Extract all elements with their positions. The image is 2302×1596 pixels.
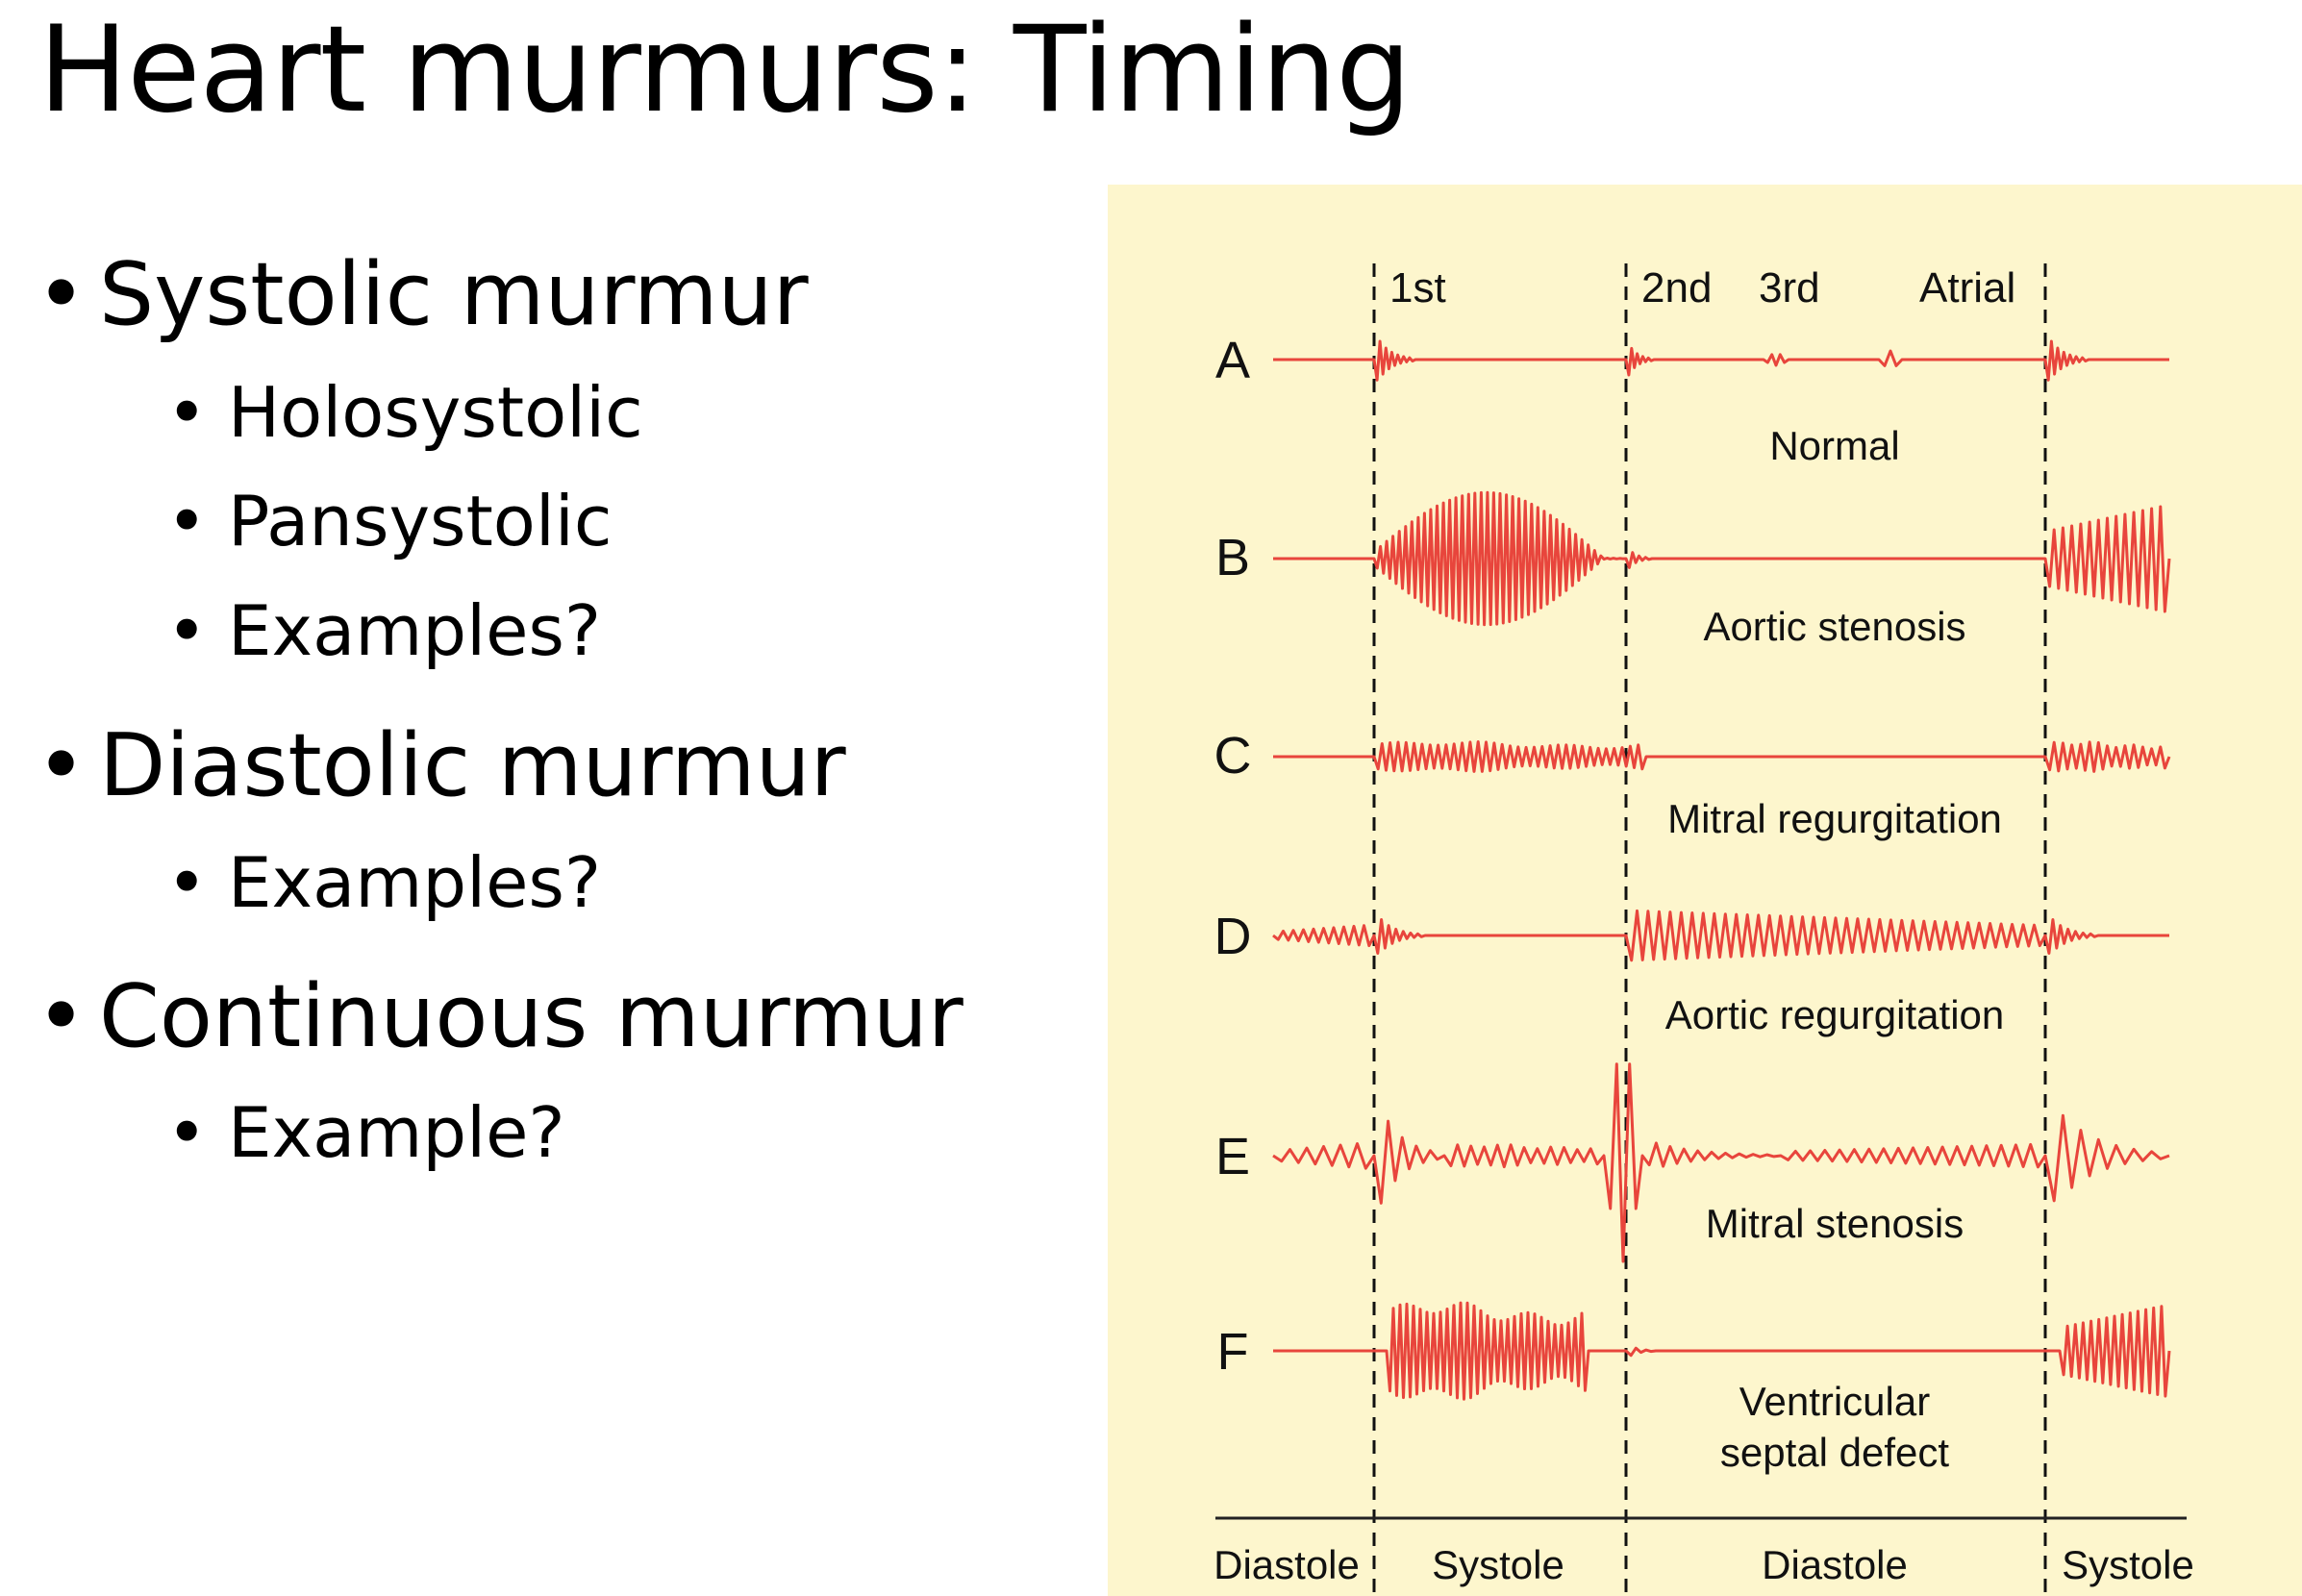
phase-label-diastole-1: Diastole bbox=[1214, 1542, 1360, 1587]
waveform-mitral-stenosis bbox=[1272, 1062, 2170, 1263]
caption-septal-defect: septal defect bbox=[1720, 1430, 1949, 1475]
sound-label-atrial: Atrial bbox=[1919, 264, 2015, 312]
row-letter-a: A bbox=[1215, 332, 1250, 389]
sub-bullet-pansystolic: • Pansystolic bbox=[166, 478, 613, 564]
sub-bullet-example-continuous: • Example? bbox=[166, 1089, 565, 1176]
waveform-ventricular-septal-defect bbox=[1273, 1301, 2171, 1401]
bullet-text: Examples? bbox=[228, 842, 602, 923]
caption-ventricular: Ventricular bbox=[1739, 1379, 1930, 1424]
row-letter-e: E bbox=[1215, 1128, 1250, 1185]
caption-aortic-regurgitation: Aortic regurgitation bbox=[1665, 992, 2005, 1037]
sub-bullet-examples-diastolic: • Examples? bbox=[166, 839, 602, 926]
row-letter-f: F bbox=[1217, 1323, 1249, 1381]
phase-label-systole-1: Systole bbox=[1432, 1542, 1564, 1587]
waveform-normal bbox=[1273, 339, 2169, 382]
phase-label-systole-2: Systole bbox=[2062, 1542, 2194, 1587]
bullet-dot: • bbox=[166, 372, 208, 453]
heart-sound-diagram-panel: 1st 2nd 3rd Atrial A B C D E F Normal Ao… bbox=[1108, 185, 2302, 1596]
bullet-dot: • bbox=[166, 1092, 208, 1173]
waveform-mitral-regurgitation bbox=[1273, 740, 2171, 773]
sound-label-1st: 1st bbox=[1389, 264, 1446, 312]
caption-mitral-stenosis: Mitral stenosis bbox=[1706, 1201, 1964, 1246]
bullet-dot: • bbox=[36, 966, 88, 1067]
row-letter-c: C bbox=[1214, 727, 1252, 785]
bullet-text: Diastolic murmur bbox=[99, 715, 846, 816]
row-letter-b: B bbox=[1215, 529, 1250, 586]
sub-bullet-holosystolic: • Holosystolic bbox=[166, 369, 643, 456]
caption-mitral-regurgitation: Mitral regurgitation bbox=[1667, 796, 2002, 841]
bullet-dot: • bbox=[36, 715, 88, 816]
bullet-continuous-murmur: • Continuous murmur bbox=[36, 964, 963, 1070]
waveform-traces bbox=[1272, 339, 2171, 1401]
timing-guides bbox=[1372, 263, 2047, 1596]
sound-label-2nd: 2nd bbox=[1641, 264, 1712, 312]
bullet-dot: • bbox=[36, 244, 88, 345]
bullet-text: Example? bbox=[228, 1092, 565, 1173]
caption-normal: Normal bbox=[1769, 423, 1899, 468]
caption-aortic-stenosis: Aortic stenosis bbox=[1703, 604, 1965, 649]
waveform-aortic-regurgitation bbox=[1272, 909, 2169, 962]
heart-sound-diagram: 1st 2nd 3rd Atrial A B C D E F Normal Ao… bbox=[1214, 263, 2194, 1596]
bullet-text: Systolic murmur bbox=[99, 244, 809, 345]
slide-title: Heart murmurs: Timing bbox=[38, 1, 1412, 139]
bullet-systolic-murmur: • Systolic murmur bbox=[36, 242, 809, 348]
bullet-dot: • bbox=[166, 481, 208, 561]
bullet-text: Holosystolic bbox=[228, 372, 643, 453]
bullet-dot: • bbox=[166, 842, 208, 923]
bullet-diastolic-murmur: • Diastolic murmur bbox=[36, 713, 846, 819]
waveform-aortic-stenosis bbox=[1273, 490, 2171, 627]
phase-label-diastole-2: Diastole bbox=[1762, 1542, 1908, 1587]
bullet-text: Pansystolic bbox=[228, 481, 613, 561]
row-letter-d: D bbox=[1214, 908, 1252, 965]
bullet-text: Continuous murmur bbox=[99, 966, 963, 1067]
sub-bullet-examples-systolic: • Examples? bbox=[166, 587, 602, 674]
bullet-dot: • bbox=[166, 590, 208, 671]
bullet-text: Examples? bbox=[228, 590, 602, 671]
sound-label-3rd: 3rd bbox=[1759, 264, 1820, 312]
